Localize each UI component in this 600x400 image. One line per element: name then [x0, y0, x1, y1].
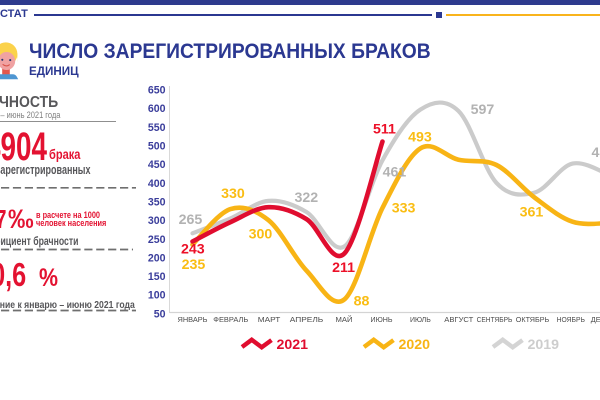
svg-text:300: 300 — [249, 227, 273, 243]
svg-text:МАРТ: МАРТ — [258, 315, 281, 324]
svg-text:ИЮНЬ: ИЮНЬ — [371, 315, 393, 324]
svg-text:461: 461 — [383, 165, 407, 181]
svg-text:2020: 2020 — [399, 337, 431, 353]
svg-text:550: 550 — [148, 122, 166, 134]
svg-text:265: 265 — [179, 212, 203, 228]
svg-text:200: 200 — [148, 252, 166, 264]
svg-text:400: 400 — [148, 178, 166, 190]
svg-text:333: 333 — [392, 201, 416, 217]
svg-text:350: 350 — [148, 197, 166, 209]
svg-text:ОКТЯБРЬ: ОКТЯБРЬ — [516, 315, 550, 324]
svg-text:2019: 2019 — [528, 337, 560, 353]
svg-text:330: 330 — [221, 186, 245, 202]
svg-text:88: 88 — [354, 294, 370, 310]
svg-text:СЕНТЯБРЬ: СЕНТЯБРЬ — [477, 315, 513, 324]
svg-text:50: 50 — [154, 308, 166, 320]
svg-text:ЯНВАРЬ: ЯНВАРЬ — [178, 315, 208, 324]
svg-text:211: 211 — [332, 260, 355, 276]
svg-text:500: 500 — [148, 141, 166, 153]
svg-text:450: 450 — [148, 159, 166, 171]
svg-text:ФЕВРАЛЬ: ФЕВРАЛЬ — [213, 315, 248, 324]
svg-text:361: 361 — [520, 205, 544, 221]
svg-text:235: 235 — [182, 257, 206, 273]
svg-text:250: 250 — [148, 234, 166, 246]
svg-text:2021: 2021 — [277, 337, 309, 353]
svg-text:45: 45 — [592, 145, 600, 161]
svg-text:322: 322 — [294, 190, 318, 206]
svg-text:243: 243 — [181, 242, 205, 258]
svg-text:ИЮЛЬ: ИЮЛЬ — [410, 315, 431, 324]
svg-text:АВГУСТ: АВГУСТ — [444, 315, 474, 324]
svg-text:НОЯБРЬ: НОЯБРЬ — [557, 315, 585, 324]
svg-text:597: 597 — [471, 102, 495, 118]
svg-text:511: 511 — [373, 122, 396, 138]
svg-text:600: 600 — [148, 103, 166, 115]
svg-text:493: 493 — [408, 129, 432, 145]
svg-text:650: 650 — [148, 85, 166, 97]
svg-text:МАЙ: МАЙ — [336, 315, 353, 324]
svg-text:150: 150 — [148, 271, 166, 283]
svg-text:АПРЕЛЬ: АПРЕЛЬ — [290, 315, 324, 324]
svg-text:100: 100 — [148, 290, 166, 302]
svg-text:ДЕКАБРЬ: ДЕКАБРЬ — [591, 315, 600, 324]
svg-text:300: 300 — [148, 215, 166, 227]
